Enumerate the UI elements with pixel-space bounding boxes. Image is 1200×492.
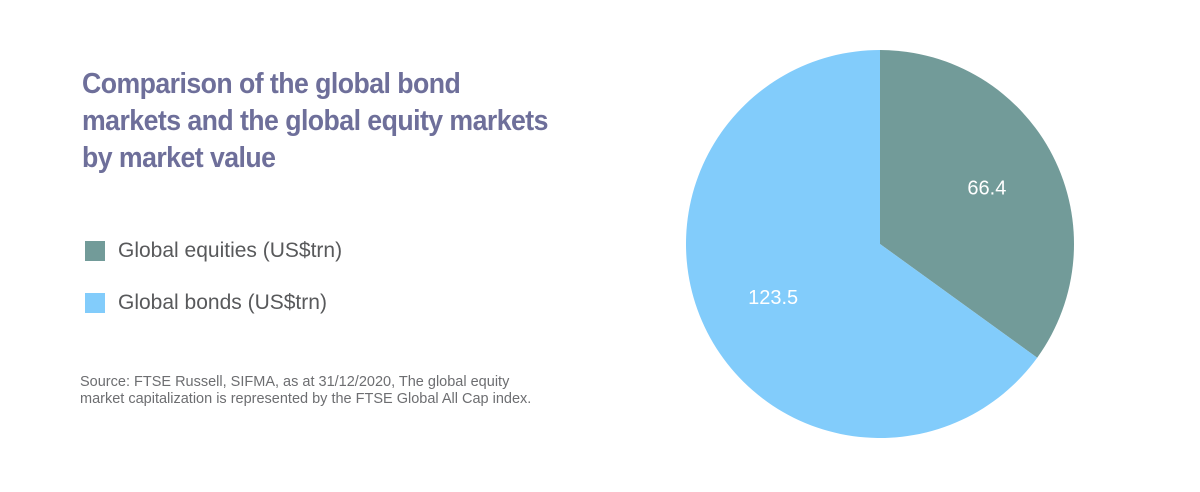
chart-title-line: by market value — [82, 142, 276, 174]
chart-title-line: Comparison of the global bond — [82, 68, 461, 100]
pie-data-label-bonds: 123.5 — [748, 287, 798, 309]
chart-title: Comparison of the global bond markets an… — [82, 66, 597, 177]
source-note: Source: FTSE Russell, SIFMA, as at 31/12… — [80, 374, 620, 408]
legend-item-equities: Global equities (US$trn) — [85, 238, 342, 264]
pie-slice-equities — [880, 50, 1074, 358]
chart-legend: Global equities (US$trn) Global bonds (U… — [85, 238, 342, 342]
chart-title-line: markets and the global equity markets — [82, 105, 548, 137]
legend-label-bonds: Global bonds (US$trn) — [118, 291, 327, 314]
pie-chart: 66.4 123.5 — [685, 50, 1074, 438]
pie-slice-bonds — [685, 50, 1038, 438]
legend-swatch-equities — [85, 241, 105, 261]
pie-chart-container: 66.4 123.5 — [640, 0, 1120, 487]
legend-swatch-bonds — [85, 293, 105, 313]
legend-label-equities: Global equities (US$trn) — [118, 239, 343, 262]
pie-data-label-equities: 66.4 — [967, 178, 1006, 200]
source-note-line: Source: FTSE Russell, SIFMA, as at 31/12… — [80, 374, 510, 390]
legend-item-bonds: Global bonds (US$trn) — [85, 290, 342, 316]
source-note-line: market capitalization is represented by … — [80, 391, 532, 407]
